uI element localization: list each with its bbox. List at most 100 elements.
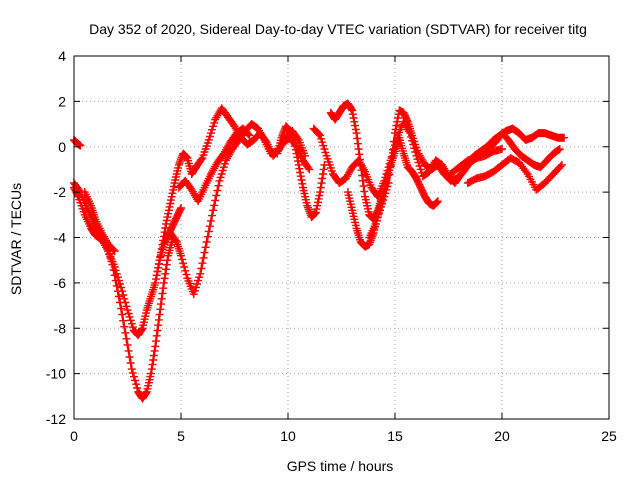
data-point-marker bbox=[318, 174, 327, 183]
data-point-marker bbox=[154, 260, 163, 268]
data-point-marker bbox=[377, 202, 386, 211]
data-point-marker bbox=[557, 160, 566, 169]
data-point-marker bbox=[122, 302, 131, 311]
data-point-marker bbox=[286, 126, 295, 135]
data-point-marker bbox=[199, 253, 208, 262]
data-point-marker bbox=[198, 259, 207, 268]
data-point-marker bbox=[75, 186, 84, 195]
data-point-marker bbox=[378, 199, 387, 208]
data-point-marker bbox=[313, 201, 322, 210]
data-point-marker bbox=[177, 251, 185, 260]
data-point-marker bbox=[110, 271, 119, 280]
data-point-marker bbox=[383, 182, 392, 191]
data-point-marker bbox=[127, 319, 136, 328]
data-point-marker bbox=[371, 219, 380, 228]
data-point-marker bbox=[554, 145, 563, 154]
data-point-marker bbox=[163, 256, 172, 265]
data-point-marker bbox=[216, 173, 225, 182]
data-point-marker bbox=[106, 253, 115, 262]
series-pass-k bbox=[326, 99, 387, 224]
data-point-marker bbox=[321, 148, 330, 157]
data-point-marker bbox=[132, 380, 141, 389]
grid-layer bbox=[74, 56, 609, 419]
tick-layer: 0 5 10 15 20 25 -12 -10 -8 -6 -4 -2 0 2 4 bbox=[46, 48, 617, 444]
data-point-marker bbox=[152, 331, 161, 340]
data-point-marker bbox=[109, 266, 118, 274]
data-point-marker bbox=[316, 131, 325, 140]
data-point-marker bbox=[203, 232, 212, 241]
data-point-marker bbox=[315, 130, 323, 139]
data-point-marker bbox=[113, 287, 122, 296]
data-point-marker bbox=[205, 222, 214, 231]
data-point-marker bbox=[209, 122, 218, 131]
data-point-marker bbox=[388, 145, 397, 154]
data-point-marker bbox=[320, 145, 329, 153]
data-point-marker bbox=[152, 271, 161, 280]
data-point-marker bbox=[207, 129, 215, 138]
y-axis-label: SDTVAR / TECUs bbox=[8, 183, 24, 295]
y-tick-label: -12 bbox=[46, 411, 66, 427]
data-point-marker bbox=[220, 159, 229, 168]
data-point-marker bbox=[204, 227, 213, 236]
data-point-marker bbox=[133, 384, 142, 392]
data-point-marker bbox=[350, 117, 359, 126]
y-tick-label: -10 bbox=[46, 366, 66, 382]
data-point-marker bbox=[387, 154, 396, 163]
data-point-marker bbox=[192, 283, 200, 292]
data-point-marker bbox=[76, 141, 85, 150]
data-point-marker bbox=[171, 236, 180, 245]
x-tick-label: 0 bbox=[70, 428, 78, 444]
data-point-marker bbox=[204, 135, 213, 144]
data-point-marker bbox=[177, 204, 185, 212]
y-tick-label: 0 bbox=[58, 139, 66, 155]
data-point-marker bbox=[117, 304, 126, 313]
y-tick-label: -2 bbox=[54, 184, 67, 200]
data-point-marker bbox=[522, 168, 531, 177]
data-point-marker bbox=[209, 206, 218, 215]
series-pass-g bbox=[174, 124, 254, 206]
data-point-marker bbox=[109, 246, 118, 254]
data-point-marker bbox=[219, 163, 228, 172]
data-point-marker bbox=[205, 132, 214, 141]
data-point-marker bbox=[124, 309, 133, 318]
data-point-marker bbox=[201, 243, 210, 252]
data-point-marker bbox=[189, 290, 198, 299]
series-pass-a bbox=[70, 135, 85, 150]
data-point-marker bbox=[105, 250, 114, 259]
data-point-marker bbox=[182, 270, 191, 279]
y-tick-label: 4 bbox=[58, 48, 66, 64]
data-point-marker bbox=[163, 213, 172, 222]
data-point-marker bbox=[244, 130, 253, 139]
y-tick-label: 2 bbox=[58, 93, 66, 109]
data-point-marker bbox=[208, 211, 216, 220]
data-point-marker bbox=[200, 248, 209, 257]
data-point-marker bbox=[180, 263, 189, 271]
data-point-marker bbox=[217, 170, 226, 178]
data-point-marker bbox=[245, 131, 254, 140]
data-point-marker bbox=[114, 292, 123, 301]
x-tick-label: 25 bbox=[601, 428, 617, 444]
data-point-marker bbox=[119, 291, 128, 299]
data-point-marker bbox=[291, 145, 300, 154]
data-point-marker bbox=[373, 213, 382, 222]
data-point-marker bbox=[157, 244, 166, 253]
data-point-marker bbox=[154, 315, 163, 324]
data-point-marker bbox=[123, 340, 132, 349]
data-point-marker bbox=[356, 155, 364, 164]
data-point-marker bbox=[119, 316, 128, 325]
data-point-marker bbox=[181, 266, 190, 275]
data-point-marker bbox=[120, 322, 129, 331]
data-point-marker bbox=[317, 134, 326, 143]
y-tick-label: -6 bbox=[54, 275, 67, 291]
data-point-marker bbox=[168, 189, 177, 198]
data-point-marker bbox=[128, 368, 137, 377]
data-point-marker bbox=[193, 280, 201, 288]
data-point-marker bbox=[110, 247, 119, 256]
series-pass-j bbox=[343, 133, 442, 251]
data-point-marker bbox=[174, 160, 183, 169]
data-point-marker bbox=[129, 372, 138, 381]
data-point-marker bbox=[202, 238, 211, 246]
data-point-marker bbox=[208, 125, 216, 134]
data-point-marker bbox=[121, 328, 130, 337]
